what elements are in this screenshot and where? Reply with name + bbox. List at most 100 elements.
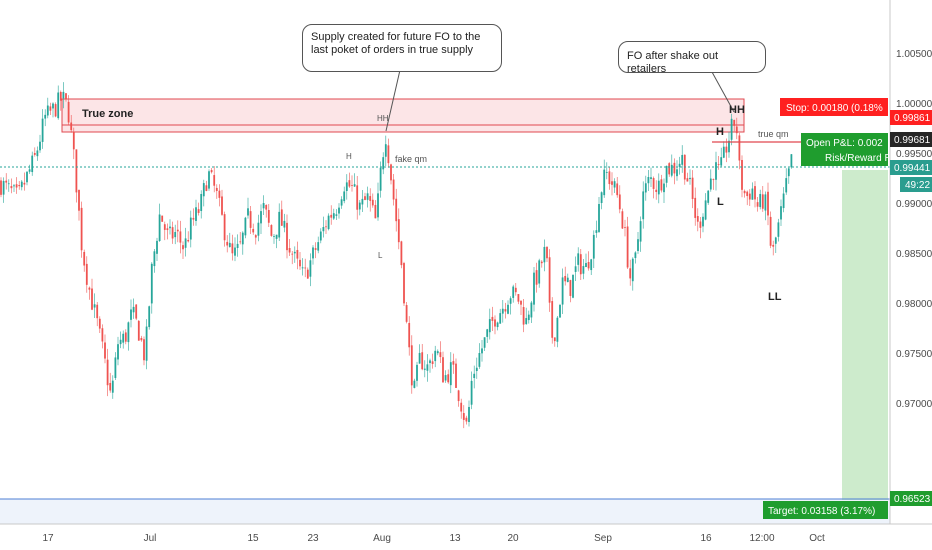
candle-body bbox=[299, 259, 301, 267]
candle-body bbox=[18, 185, 21, 187]
candle-body bbox=[548, 257, 551, 303]
current-price-tag bbox=[890, 160, 932, 175]
candle-body bbox=[426, 364, 429, 371]
candle-body bbox=[494, 319, 496, 327]
candle-body bbox=[231, 243, 234, 254]
plot-area[interactable] bbox=[0, 0, 890, 550]
candle-body bbox=[785, 178, 788, 193]
candle-body bbox=[192, 217, 195, 220]
candle-body bbox=[650, 177, 652, 179]
candle-body bbox=[46, 105, 49, 116]
l-mid-label: L bbox=[378, 251, 383, 260]
candle-body bbox=[208, 171, 210, 189]
candle-body bbox=[767, 191, 769, 216]
stop-label-box[interactable] bbox=[780, 98, 888, 116]
candle-body bbox=[59, 91, 62, 101]
candle-body bbox=[777, 222, 780, 237]
candle-body bbox=[720, 157, 723, 166]
candle-body bbox=[457, 390, 460, 402]
true-qm-label: true qm bbox=[758, 129, 789, 139]
candle-body bbox=[322, 226, 325, 232]
candle-body bbox=[57, 92, 60, 119]
target-band bbox=[0, 499, 890, 524]
candle-body bbox=[340, 199, 343, 206]
candle-body bbox=[611, 181, 613, 185]
true-zone-box[interactable] bbox=[61, 98, 745, 133]
candle-body bbox=[647, 177, 650, 184]
candle-body bbox=[499, 313, 502, 324]
open-pnl-label: Open P&L: 0.002 bbox=[806, 138, 883, 149]
candle-body bbox=[343, 191, 346, 202]
candle-body bbox=[257, 222, 260, 236]
candle-body bbox=[618, 194, 621, 210]
candle-body bbox=[114, 357, 117, 378]
callout-supply[interactable]: Supply created for future FO to the last… bbox=[302, 24, 502, 72]
open-pnl-box[interactable] bbox=[801, 133, 888, 166]
candle-body bbox=[699, 221, 702, 228]
candle-body bbox=[709, 178, 712, 190]
candle-body bbox=[13, 185, 15, 187]
candle-body bbox=[657, 180, 660, 195]
l-right-label: L bbox=[717, 196, 724, 208]
candle-body bbox=[556, 317, 559, 342]
candle-body bbox=[431, 361, 434, 364]
candle-body bbox=[117, 344, 119, 360]
candle-body bbox=[247, 208, 249, 216]
candle-body bbox=[0, 180, 2, 195]
candle-body bbox=[304, 267, 307, 269]
price-axis[interactable]: 1.00500 1.00000 0.99500 0.99000 0.98500 0.980… bbox=[896, 49, 932, 410]
candle-body bbox=[447, 374, 450, 383]
ll-right-label: LL bbox=[768, 291, 782, 303]
candle-body bbox=[124, 332, 127, 342]
candle-body bbox=[535, 270, 538, 285]
candle-body bbox=[408, 322, 411, 348]
time-axis[interactable]: 17 Jul 15 23 Aug 13 20 Sep 16 12:00 Oct bbox=[42, 533, 825, 544]
candle-body bbox=[239, 241, 242, 243]
candle-body bbox=[527, 314, 530, 321]
price-tick-label: 0.99500 bbox=[896, 149, 932, 160]
candle-body bbox=[364, 196, 366, 200]
candle-body bbox=[751, 188, 754, 200]
candle-body bbox=[267, 210, 270, 223]
candle-body bbox=[512, 286, 515, 298]
candle-body bbox=[769, 216, 772, 246]
candle-body bbox=[390, 164, 392, 181]
candle-body bbox=[288, 247, 291, 253]
time-tick-label: 17 bbox=[42, 533, 54, 544]
candle-body bbox=[332, 213, 335, 219]
time-tick-label: 23 bbox=[307, 533, 319, 544]
candle-body bbox=[743, 190, 746, 194]
candle-body bbox=[676, 169, 678, 177]
candle-body bbox=[234, 247, 236, 256]
candle-body bbox=[462, 413, 465, 420]
candle-body bbox=[533, 272, 535, 305]
candle-body bbox=[780, 206, 782, 220]
candle-body bbox=[101, 328, 104, 342]
candle-body bbox=[358, 202, 361, 210]
candle-body bbox=[452, 361, 455, 365]
candle-body bbox=[418, 352, 421, 364]
candle-body bbox=[382, 157, 385, 170]
candle-body bbox=[642, 191, 645, 220]
candle-body bbox=[2, 180, 5, 195]
candle-body bbox=[735, 126, 738, 134]
candle-body bbox=[348, 180, 351, 187]
entry-price-tag bbox=[890, 132, 932, 147]
hh-right-label: HH bbox=[729, 104, 745, 116]
candle-body bbox=[543, 246, 546, 263]
candle-body bbox=[52, 103, 54, 109]
candle-body bbox=[184, 238, 187, 248]
candle-body bbox=[361, 198, 364, 205]
candle-body bbox=[72, 131, 75, 150]
candle-body bbox=[678, 163, 681, 167]
candle-body bbox=[655, 189, 658, 192]
target-label-box[interactable] bbox=[763, 501, 888, 519]
stop-price-tag bbox=[890, 110, 932, 125]
candle-body bbox=[587, 262, 590, 269]
candle-body bbox=[538, 260, 541, 284]
candle-body bbox=[106, 359, 109, 386]
candle-body bbox=[67, 101, 70, 123]
candle-body bbox=[44, 114, 47, 119]
callout-fo[interactable]: FO after shake out retailers bbox=[618, 41, 766, 75]
